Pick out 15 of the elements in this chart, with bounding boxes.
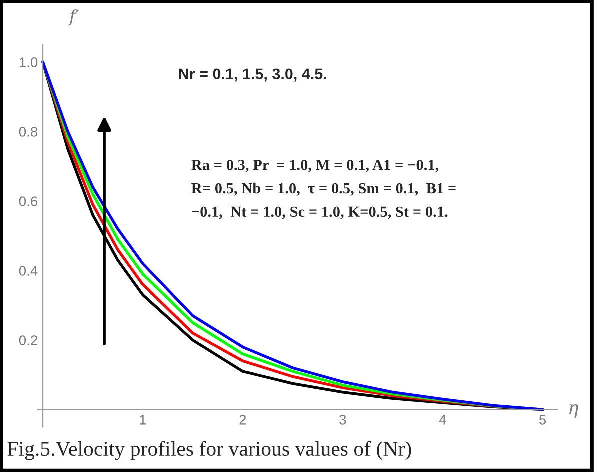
caption: Fig.5.Velocity profiles for various values of (Nr)	[8, 441, 412, 460]
y-axis-title: f′	[68, 10, 80, 26]
y-tick-label: 0.6	[19, 196, 38, 206]
annotation: Ra = 0.3, Pr = 1.0, M = 0.1, A1 = −0.1, R= 0.5, Nb = 1.0, τ = 0.5, Sm = 0.1, B1 = −0.1, Nt = 1.0, Sc = 1.0, K=0.5, St = 0.1.	[192, 160, 456, 220]
x-tick-label: 1	[140, 415, 146, 425]
y-tick-label: 0.8	[19, 127, 38, 137]
x-tick-label: 4	[439, 415, 446, 425]
x-tick-label: 5	[539, 415, 546, 425]
x-tick-label: 3	[340, 415, 346, 425]
x-tick-label: 2	[240, 415, 246, 425]
y-tick-label: 1.0	[20, 58, 38, 68]
annotation: Nr = 0.1, 1.5, 3.0, 4.5.	[179, 68, 326, 82]
x-axis-title: η	[570, 404, 578, 418]
y-tick-label: 0.4	[19, 266, 38, 276]
y-tick-label: 0.2	[19, 336, 38, 346]
